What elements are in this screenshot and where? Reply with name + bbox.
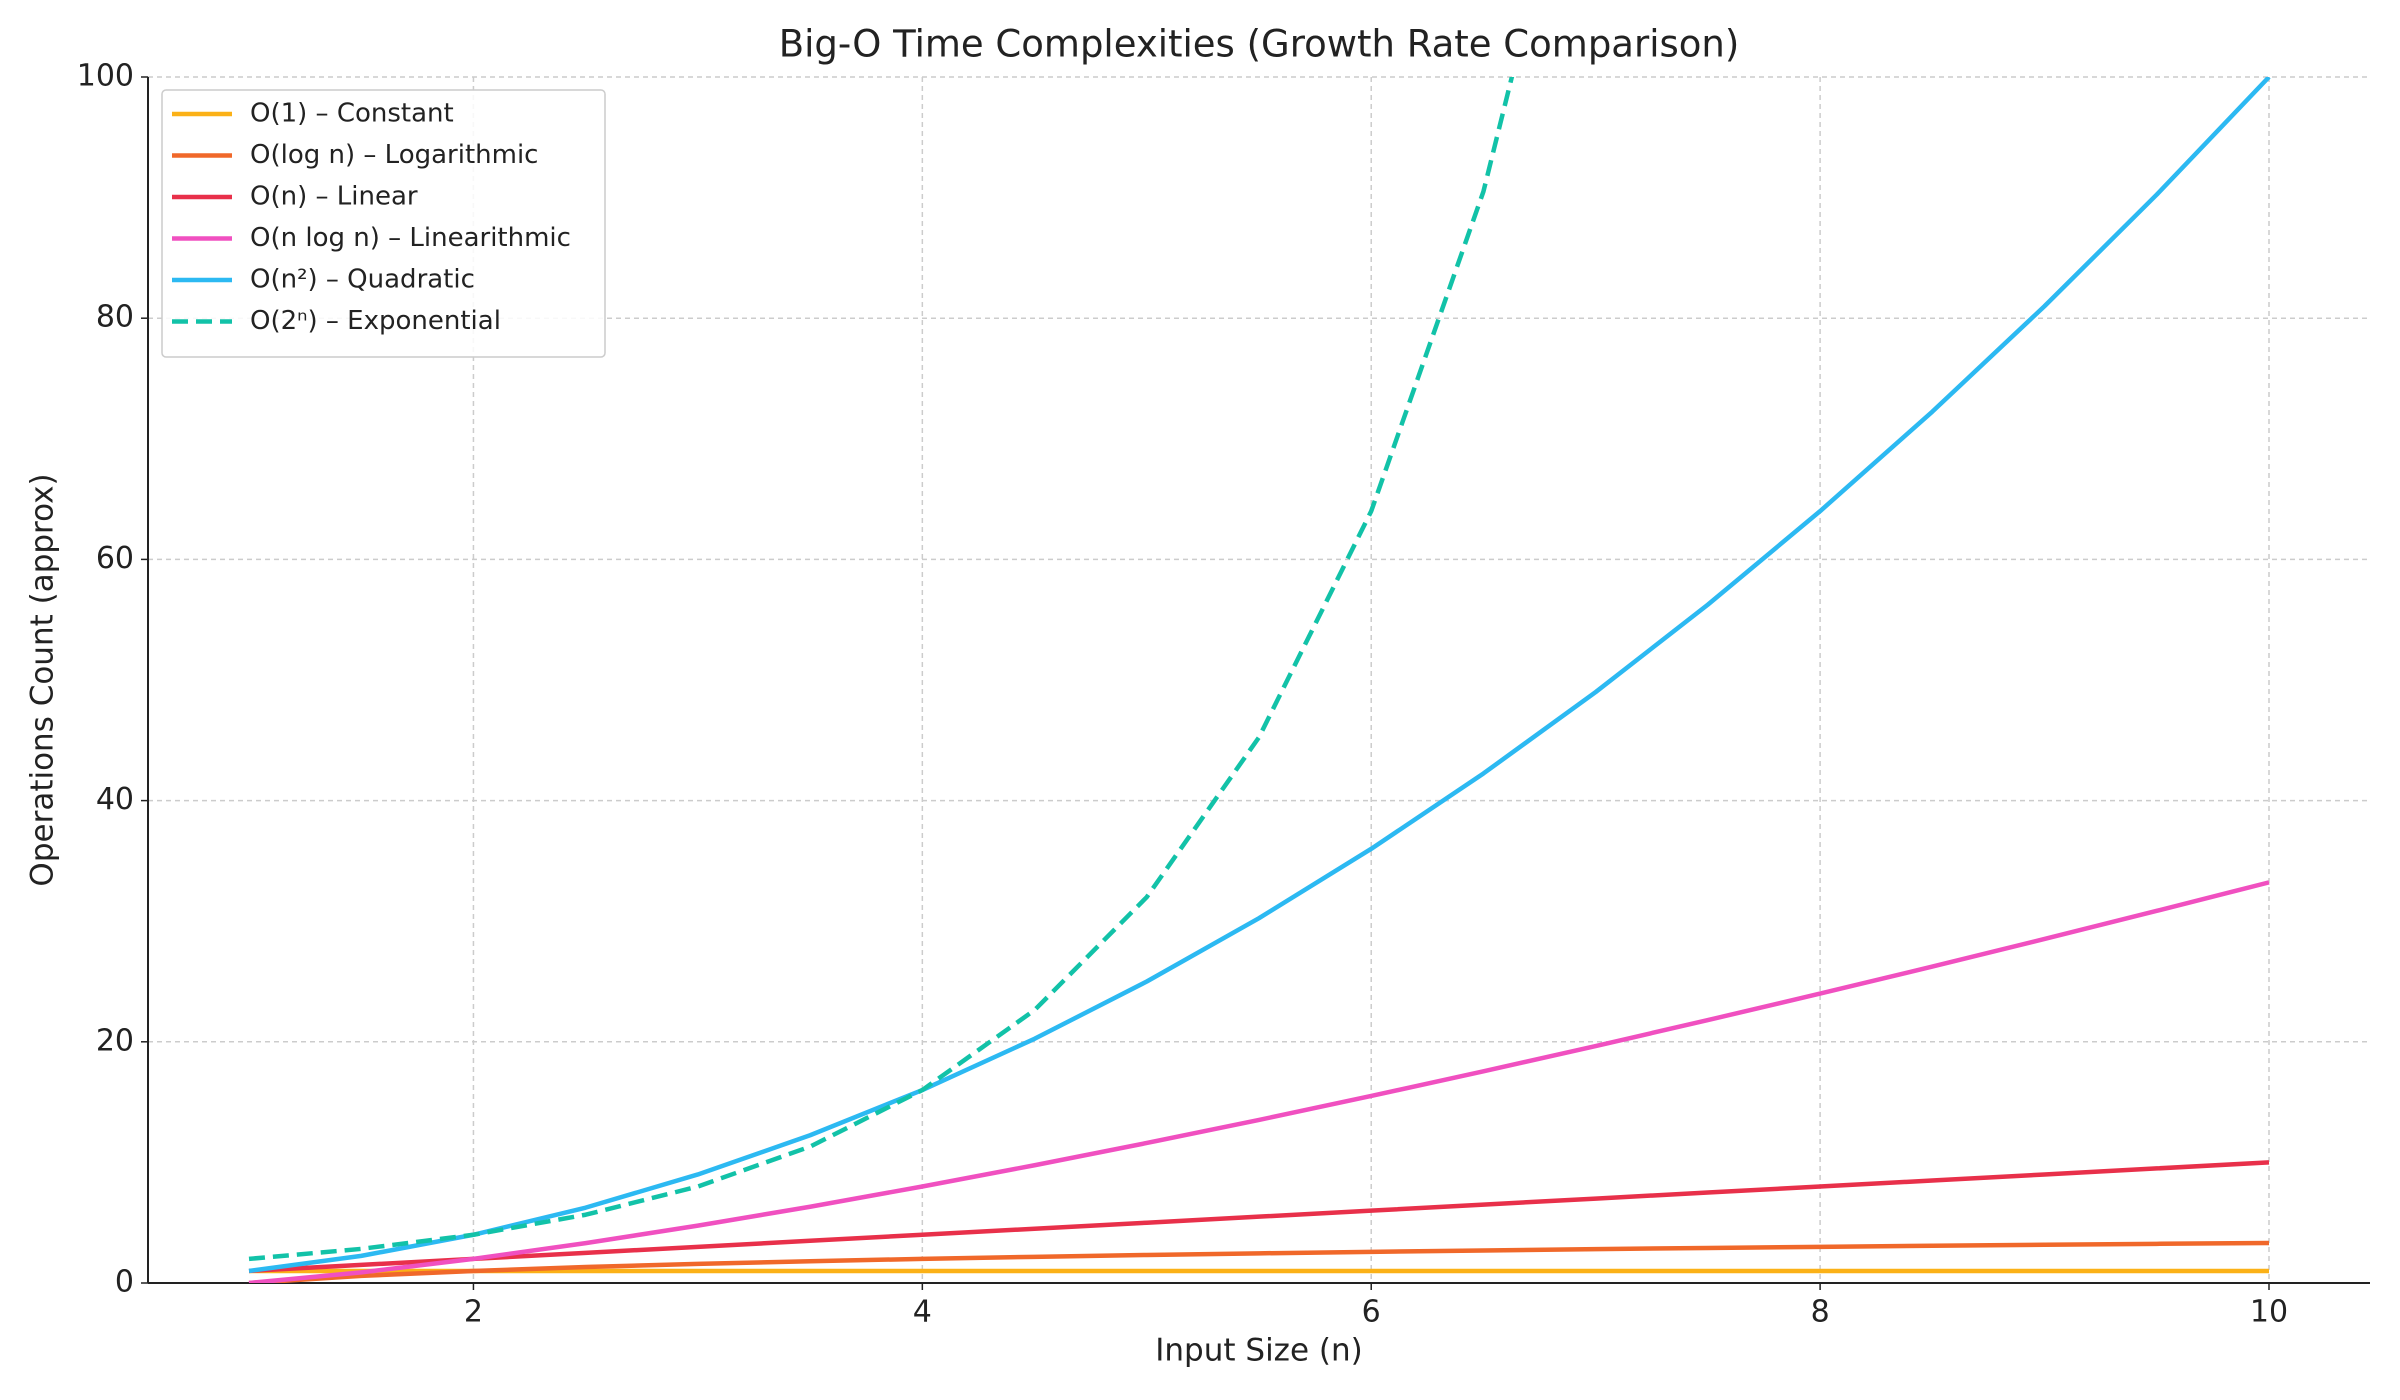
legend-label: O(n log n) – Linearithmic [250,223,571,253]
y-tick-label: 20 [96,1023,134,1058]
y-tick-label: 40 [96,782,134,817]
y-tick-label: 80 [96,300,134,335]
x-tick-label: 4 [913,1295,932,1330]
y-tick-label: 60 [96,541,134,576]
legend-label: O(log n) – Logarithmic [250,140,538,170]
legend-box [161,89,606,358]
series-line [248,77,1515,1262]
legend-label: O(n) – Linear [250,182,418,212]
x-tick-label: 2 [464,1295,483,1330]
x-tick-label: 8 [1811,1295,1830,1330]
series-line [248,1160,2270,1274]
series-line [248,880,2270,1283]
y-axis-label: Operations Count (approx) [25,473,61,886]
plot-area [248,77,2271,1283]
legend-label: O(n²) – Quadratic [250,265,475,295]
y-tick-label: 100 [77,59,134,94]
chart-title: Big-O Time Complexities (Growth Rate Com… [779,23,1740,66]
legend-label: O(1) – Constant [250,99,454,129]
legend-label: O(2ⁿ) – Exponential [250,306,501,336]
y-tick-label: 0 [115,1265,134,1300]
series-line [248,1240,2270,1283]
x-tick-label: 10 [2250,1295,2288,1330]
x-tick-label: 6 [1362,1295,1381,1330]
x-axis-label: Input Size (n) [1155,1333,1362,1369]
series-line [248,77,2271,1274]
